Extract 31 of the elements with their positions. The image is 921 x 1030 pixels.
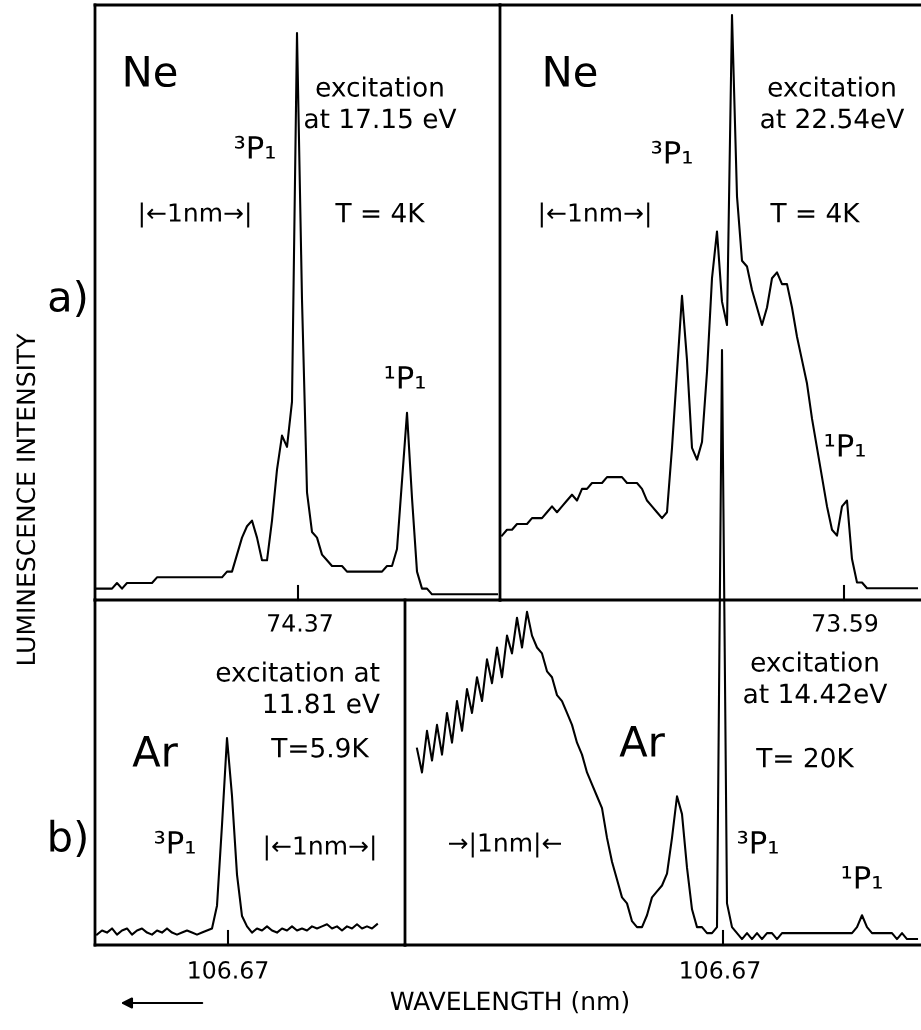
annotation: Ne: [125, 56, 177, 88]
annotation: Ar: [132, 736, 178, 767]
annotation: ³P₁: [235, 135, 275, 159]
annotation: Ar: [619, 726, 665, 757]
annotation: excitation at 17.15 eV: [305, 76, 457, 129]
annotation: ³P₁: [155, 830, 195, 854]
annotation: excitation at 22.54eV: [761, 76, 905, 129]
text: 106.67: [189, 960, 268, 979]
y-axis-title: LUMINESCENCE INTENSITY: [16, 333, 36, 665]
annotation: |←1nm→|: [265, 835, 375, 861]
annotation: →|1nm|←: [449, 832, 561, 858]
annotation: Ne: [545, 56, 597, 88]
annotation: ¹P₁: [385, 366, 425, 389]
annotation: |←1nm→|: [140, 202, 250, 228]
annotation: T= 20K: [756, 747, 855, 768]
annotation: |←1nm→|: [540, 202, 650, 228]
annotation: ¹P₁: [825, 434, 865, 457]
text: excitation at 11.81 eV: [216, 661, 380, 714]
x-axis-title: WAVELENGTH (nm): [390, 990, 629, 1014]
annotation: 73.59: [813, 613, 878, 632]
annotation: T = 4K: [335, 203, 426, 223]
annotation: ³P₁: [652, 140, 692, 164]
text: 74.37: [268, 613, 332, 632]
text: a): [49, 279, 86, 317]
annotation: T=5.9K: [271, 737, 370, 758]
annotation: T = 4K: [770, 203, 861, 223]
annotation: excitation at 14.42eV: [744, 651, 888, 704]
annotation: ³P₁: [738, 830, 778, 854]
annotation: ¹P₁: [842, 866, 882, 889]
text: b): [50, 819, 86, 857]
text: 106.67: [681, 960, 760, 979]
